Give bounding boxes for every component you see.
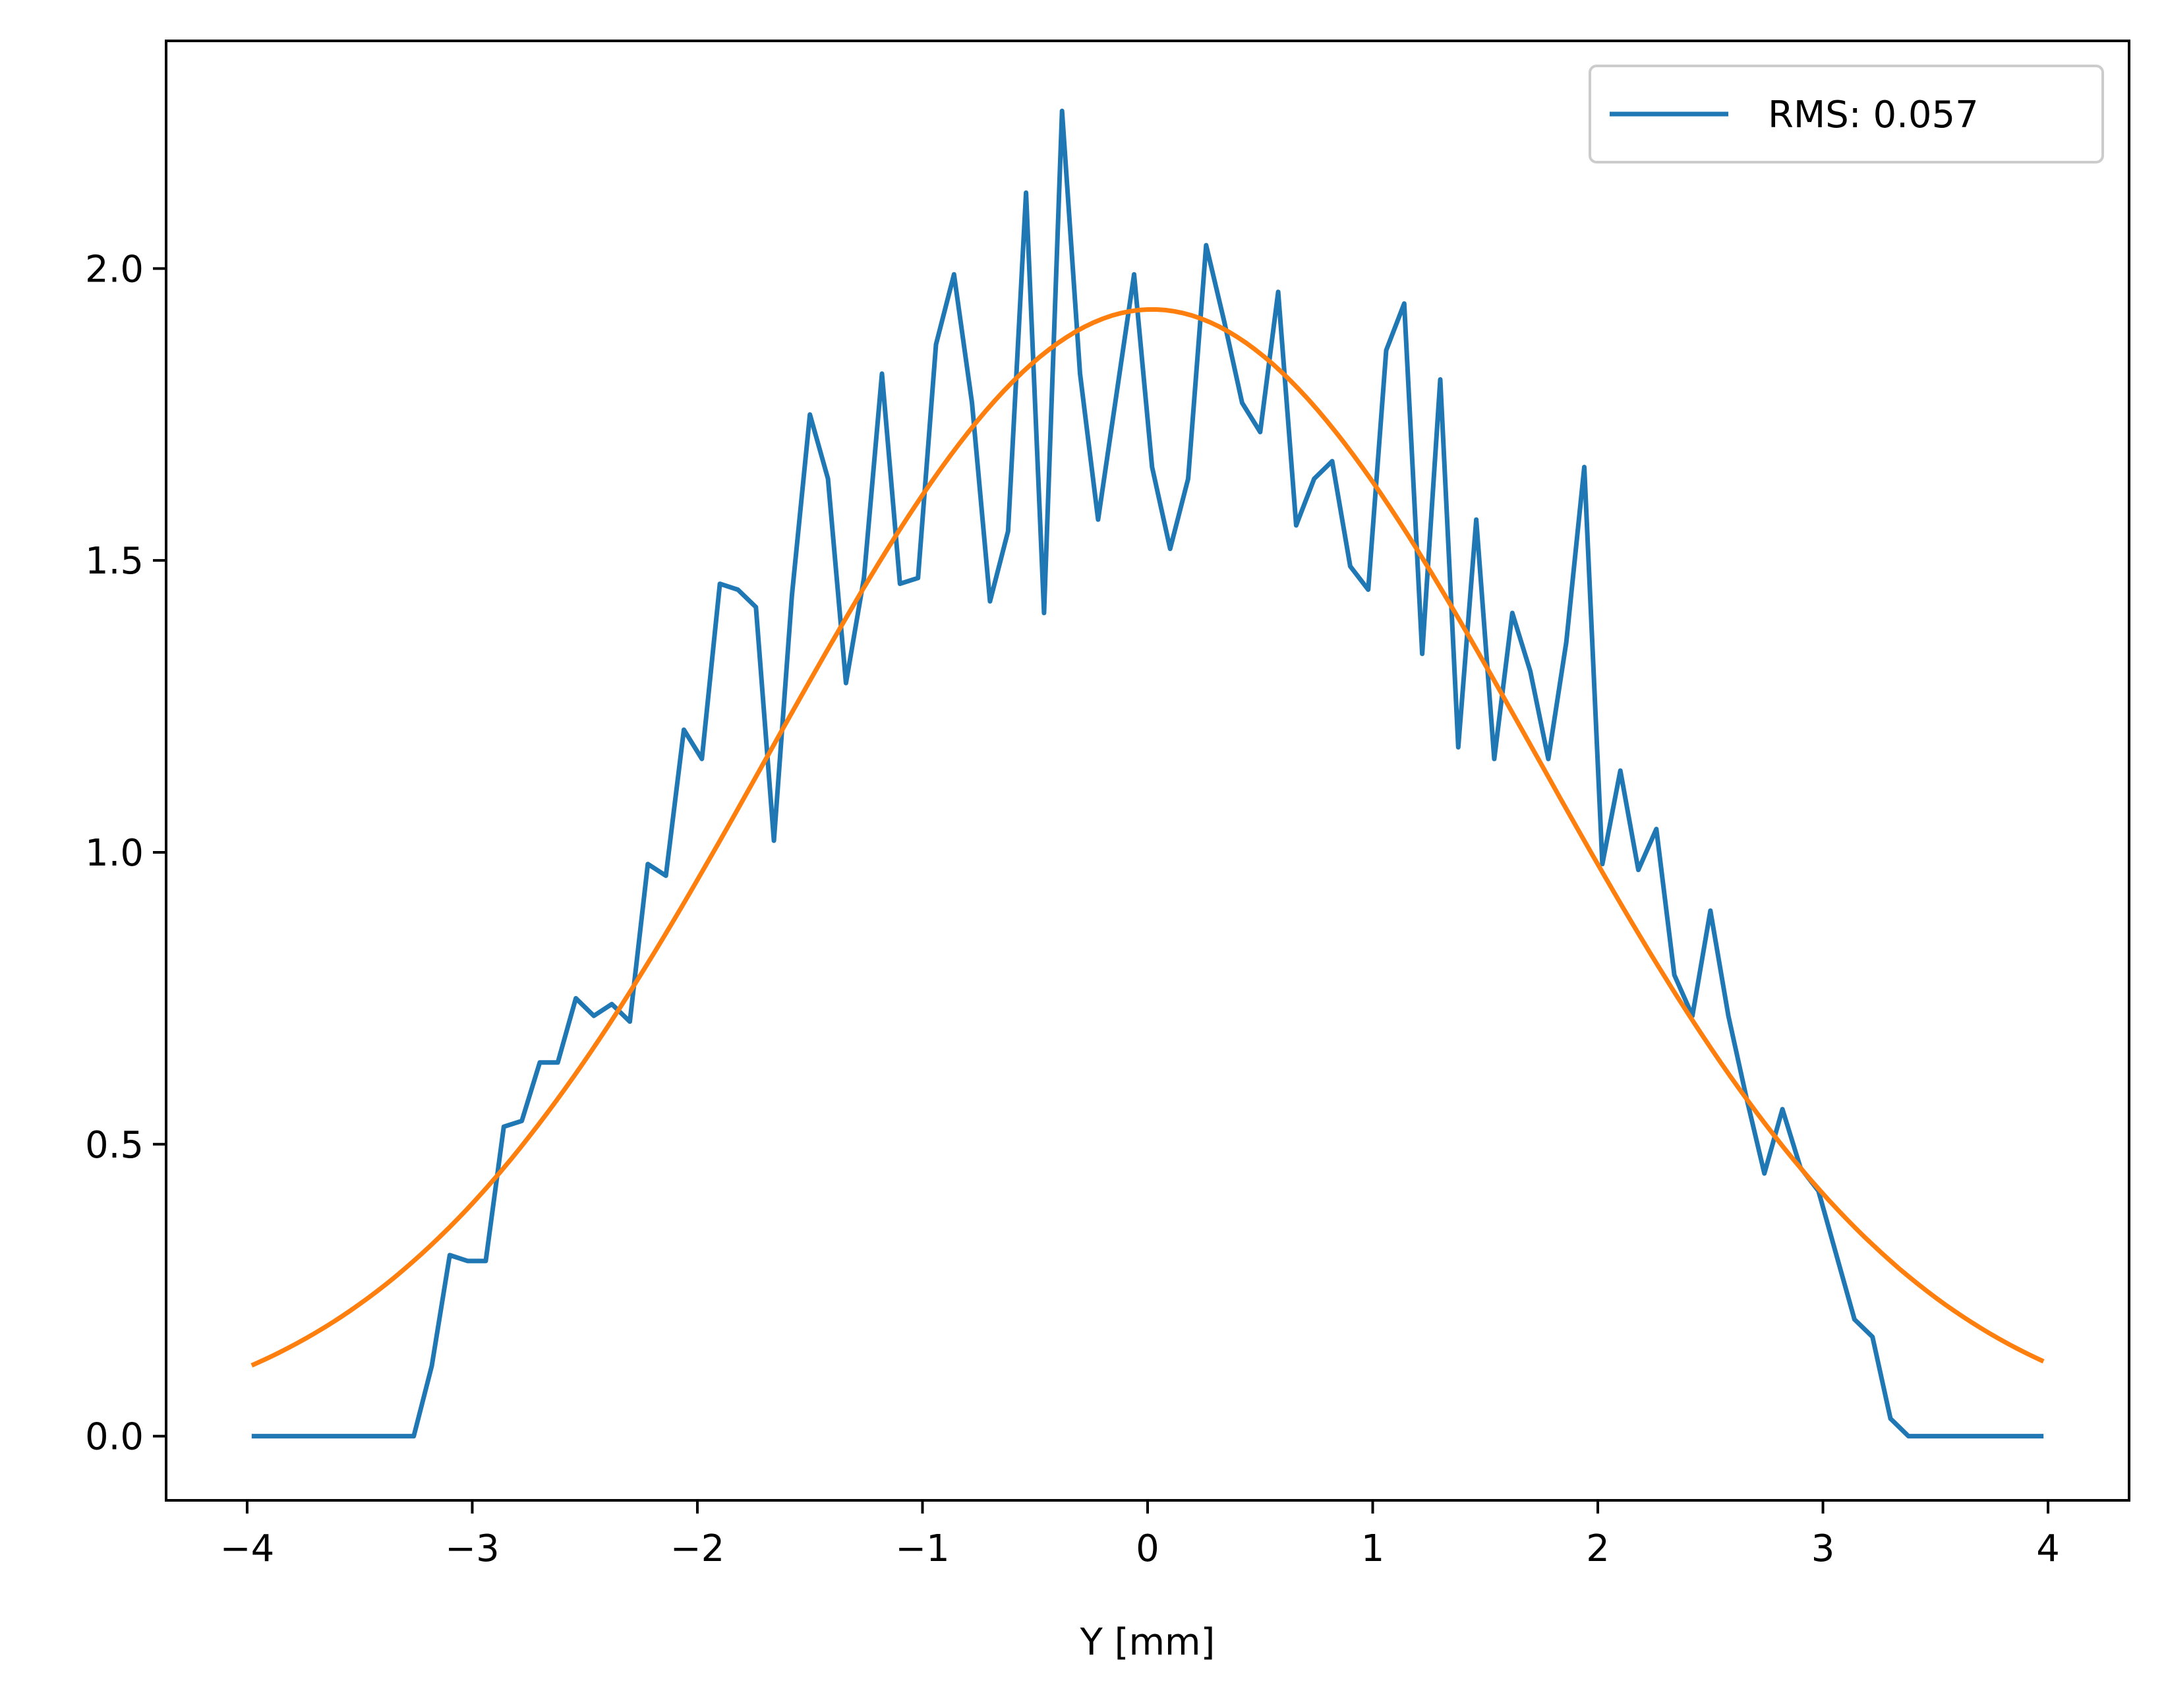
y-tick-label: 1.5 [85,540,144,583]
x-tick-label: −3 [445,1527,500,1570]
x-tick-label: 2 [1586,1527,1610,1570]
y-tick-label: 0.5 [85,1124,144,1167]
x-tick-label: −1 [895,1527,950,1570]
x-tick-label: 4 [2036,1527,2060,1570]
y-axis-ticks: 0.0 0.5 1.0 1.5 2.0 [85,248,166,1459]
x-tick-label: 3 [1811,1527,1835,1570]
y-tick-label: 0.0 [85,1416,144,1459]
series-line-fit [250,307,2045,1368]
x-axis-label: Y [mm] [1080,1621,1215,1664]
y-tick-label: 1.0 [85,832,144,875]
x-tick-label: −2 [670,1527,725,1570]
legend-label-rms: RMS: 0.057 [1768,94,1979,136]
series-line-rms [251,108,2044,1439]
x-tick-label: 0 [1136,1527,1159,1570]
x-tick-label: 1 [1361,1527,1385,1570]
legend: RMS: 0.057 [1589,65,2104,163]
legend-box [1589,65,2104,163]
data-lines [250,108,2045,1439]
y-tick-label: 2.0 [85,248,144,291]
x-axis-ticks: −4 −3 −2 −1 0 1 2 3 4 [220,1500,2060,1570]
x-tick-label: −4 [220,1527,275,1570]
